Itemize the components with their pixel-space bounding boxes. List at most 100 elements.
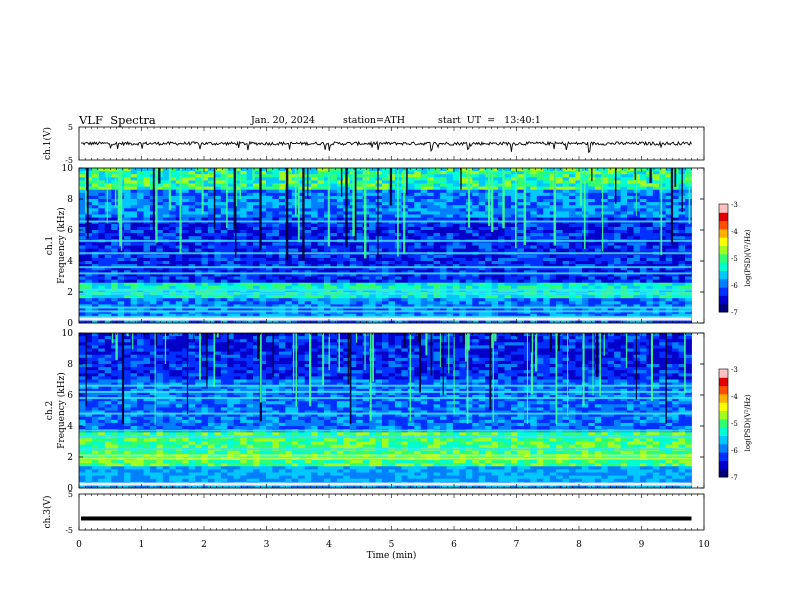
spectrogram-cell	[253, 189, 260, 194]
spectrogram-cell	[407, 171, 415, 175]
spectrogram-cell	[420, 174, 428, 178]
spectrogram-cell	[324, 202, 331, 206]
spectrogram-cell	[195, 171, 202, 175]
spectrogram-cell	[169, 285, 177, 290]
spectrogram-cell	[291, 301, 299, 305]
spectrogram-cell	[556, 267, 563, 271]
spectrogram-cell	[356, 248, 363, 253]
spectrogram-cell	[388, 254, 396, 259]
spectrogram-cell	[427, 276, 434, 280]
spectrogram-cell	[440, 205, 447, 209]
spectrogram-cell	[324, 177, 331, 181]
spectrogram-cell	[575, 270, 583, 274]
spectrogram-cell	[465, 273, 473, 277]
spectrogram-cell	[149, 279, 157, 284]
spectrogram-cell	[156, 295, 164, 299]
colorbar-segment	[719, 245, 728, 255]
spectrogram-cell	[91, 174, 99, 178]
spectrogram-cell	[530, 168, 538, 172]
spectrogram-cell	[549, 295, 557, 299]
spectrogram-cell	[343, 261, 351, 265]
spectrogram-cell	[91, 199, 99, 203]
spectrogram-cell	[601, 202, 608, 206]
spectrogram-cell	[659, 304, 667, 308]
spectrogram-cell	[659, 257, 667, 262]
spectrogram-cell	[652, 333, 660, 337]
spectrogram-cell	[420, 254, 428, 259]
spectrogram-cell	[195, 276, 202, 280]
spectrogram-cell	[678, 319, 686, 324]
spectrogram-cell	[614, 171, 621, 175]
colorbar-segment	[719, 262, 728, 271]
spectrogram-cell	[336, 195, 344, 200]
spectrogram-cell	[246, 186, 254, 191]
spectrogram-cell	[317, 248, 325, 253]
spectrogram-cell	[311, 177, 318, 181]
spectrogram-cell	[536, 192, 544, 197]
spectrogram-cell	[175, 233, 183, 237]
spectrogram-cell	[407, 236, 415, 240]
spectrogram-cell	[472, 267, 480, 271]
spectrogram-cell	[446, 270, 454, 274]
spectrogram-cell	[601, 211, 608, 215]
spectrogram-cell	[562, 304, 570, 308]
spectrogram-cell	[317, 307, 325, 311]
spectrogram-cell	[407, 273, 415, 277]
spectrogram-cell	[266, 254, 273, 259]
spectrogram-cell	[530, 189, 538, 194]
spectrogram-cell	[233, 171, 241, 175]
spectrogram-cell	[569, 205, 576, 209]
spectrogram-cell	[433, 230, 441, 234]
spectrogram-cell	[285, 319, 293, 324]
spectrogram-cell	[162, 186, 170, 191]
spectrogram-cell	[220, 319, 228, 324]
spectrogram-cell	[324, 223, 331, 228]
spectrogram-cell	[452, 177, 460, 181]
spectrogram-cell	[195, 254, 202, 259]
spectrogram-cell	[91, 304, 99, 308]
spectrogram-cell	[614, 267, 621, 271]
spectrogram-cell	[498, 174, 505, 178]
spectrogram-cell	[143, 174, 151, 178]
spectrogram-cell	[220, 236, 228, 240]
spectrogram-cell	[266, 319, 273, 324]
station-label: station=ATH	[343, 115, 405, 126]
spectrogram-cell	[259, 189, 267, 194]
spectrogram-cell	[85, 189, 93, 194]
spectrogram-cell	[259, 177, 267, 181]
start-time-label: start UT = 13:40:1	[438, 115, 541, 126]
spectrogram-cell	[259, 186, 267, 191]
spectrogram-cell	[440, 189, 447, 194]
spectrogram-cell	[420, 279, 428, 284]
spectrogram-cell	[369, 261, 376, 265]
spectrogram-cell	[388, 245, 396, 249]
spectrogram-cell	[536, 211, 544, 215]
spectrogram-cell	[491, 304, 499, 308]
spectrogram-cell	[104, 226, 112, 231]
spectrogram-cell	[433, 236, 441, 240]
spectrogram-cell	[382, 233, 389, 237]
spectrogram-cell	[324, 307, 331, 311]
spectrogram-cell	[678, 301, 686, 305]
spectrogram-cell	[169, 313, 177, 318]
spectrogram-cell	[104, 211, 112, 215]
spectrogram-cell	[665, 205, 673, 209]
spectrogram-cell	[188, 223, 196, 228]
spectrogram-cell	[433, 276, 441, 280]
spectrogram-cell	[420, 202, 428, 206]
spectrogram-cell	[336, 189, 344, 194]
spectrogram-cell	[272, 233, 280, 237]
spectrogram-cell	[569, 195, 576, 200]
spectrogram-cell	[124, 245, 131, 249]
spectrogram-cell	[188, 205, 196, 209]
spectrogram-cell	[414, 264, 422, 268]
sferic-streak	[553, 168, 556, 246]
spectrogram-cell	[633, 276, 641, 280]
spectrogram-cell	[317, 202, 325, 206]
spectrogram-cell	[414, 242, 422, 246]
spectrogram-cell	[169, 199, 177, 203]
spectrogram-cell	[562, 202, 570, 206]
spectrogram-cell	[665, 279, 673, 284]
spectrogram-cell	[446, 267, 454, 271]
spectrogram-cell	[207, 282, 215, 287]
